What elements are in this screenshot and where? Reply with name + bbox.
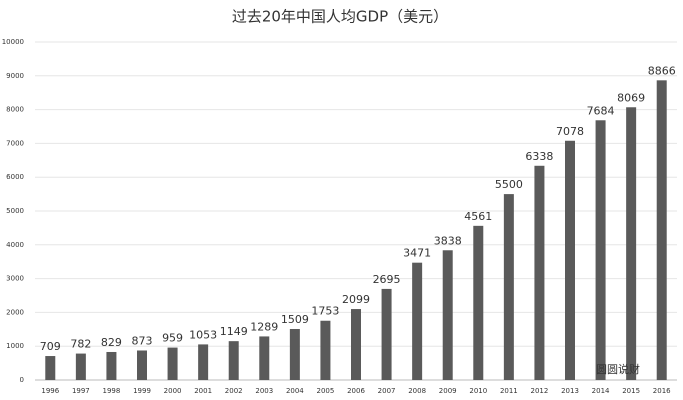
data-label: 1753 [311,305,339,318]
bar [503,194,514,380]
bar [259,336,270,380]
data-label: 782 [70,338,91,351]
bar [534,165,545,380]
x-tick-label: 2003 [255,387,273,395]
bar [473,225,484,380]
x-tick-label: 2013 [561,387,579,395]
data-label: 8866 [648,64,676,77]
data-label: 2099 [342,293,370,306]
y-tick-label: 2000 [6,308,24,316]
x-tick-label: 1997 [72,387,90,395]
chart-title: 过去20年中国人均GDP（美元） [232,8,448,26]
x-tick-label: 2004 [286,387,304,395]
x-tick-label: 2007 [378,387,396,395]
data-label: 8069 [617,91,645,104]
bar [565,140,575,380]
y-tick-label: 3000 [6,275,24,283]
y-tick-label: 8000 [6,106,24,114]
bar [412,262,423,380]
bar [75,353,86,380]
bar [106,351,117,380]
bar [198,344,209,380]
x-tick-label: 2009 [439,387,457,395]
data-label: 7078 [556,125,584,138]
data-label: 709 [40,340,61,353]
data-label: 1289 [250,320,278,333]
data-label: 3471 [403,247,431,260]
bar [595,120,606,381]
data-label: 4561 [464,210,492,223]
bar [320,320,331,380]
bar [656,80,667,381]
bar [351,309,361,380]
x-tick-label: 1998 [103,387,121,395]
x-tick-label: 2001 [194,387,212,395]
x-tick-label: 2002 [225,387,243,395]
data-label: 873 [132,334,153,347]
y-tick-label: 9000 [6,72,24,80]
watermark: 圆圆说财 [596,362,640,376]
bar [442,250,453,380]
bar [289,328,300,380]
y-tick-label: 4000 [6,241,24,249]
x-tick-label: 2012 [531,387,549,395]
data-label: 3838 [434,234,462,247]
y-tick-label: 6000 [6,173,24,181]
y-tick-label: 7000 [6,139,24,147]
data-label: 829 [101,336,122,349]
x-tick-label: 2015 [622,387,640,395]
y-tick-label: 10000 [2,38,24,46]
x-tick-label: 1999 [133,387,151,395]
x-tick-label: 2014 [592,387,610,395]
data-label: 7684 [587,104,615,117]
data-label: 959 [162,332,183,345]
x-tick-label: 1996 [41,387,59,395]
x-tick-label: 2010 [469,387,487,395]
bar [228,341,239,380]
bar [45,356,56,380]
x-tick-label: 2006 [347,387,365,395]
x-tick-label: 2016 [653,387,671,395]
y-tick-label: 0 [20,376,24,384]
x-tick-label: 2000 [164,387,182,395]
x-tick-label: 2005 [317,387,335,395]
bar [167,347,178,380]
y-tick-label: 1000 [6,342,24,350]
y-tick-label: 5000 [6,207,24,215]
data-label: 5500 [495,178,523,191]
data-label: 2695 [373,273,401,286]
data-label: 1509 [281,313,309,326]
bar [381,288,392,380]
x-tick-label: 2011 [500,387,518,395]
bar [137,350,147,380]
data-label: 1053 [189,328,217,341]
data-label: 6338 [525,150,553,163]
x-tick-label: 2008 [408,387,426,395]
data-label: 1149 [220,325,248,338]
bar [626,107,637,381]
